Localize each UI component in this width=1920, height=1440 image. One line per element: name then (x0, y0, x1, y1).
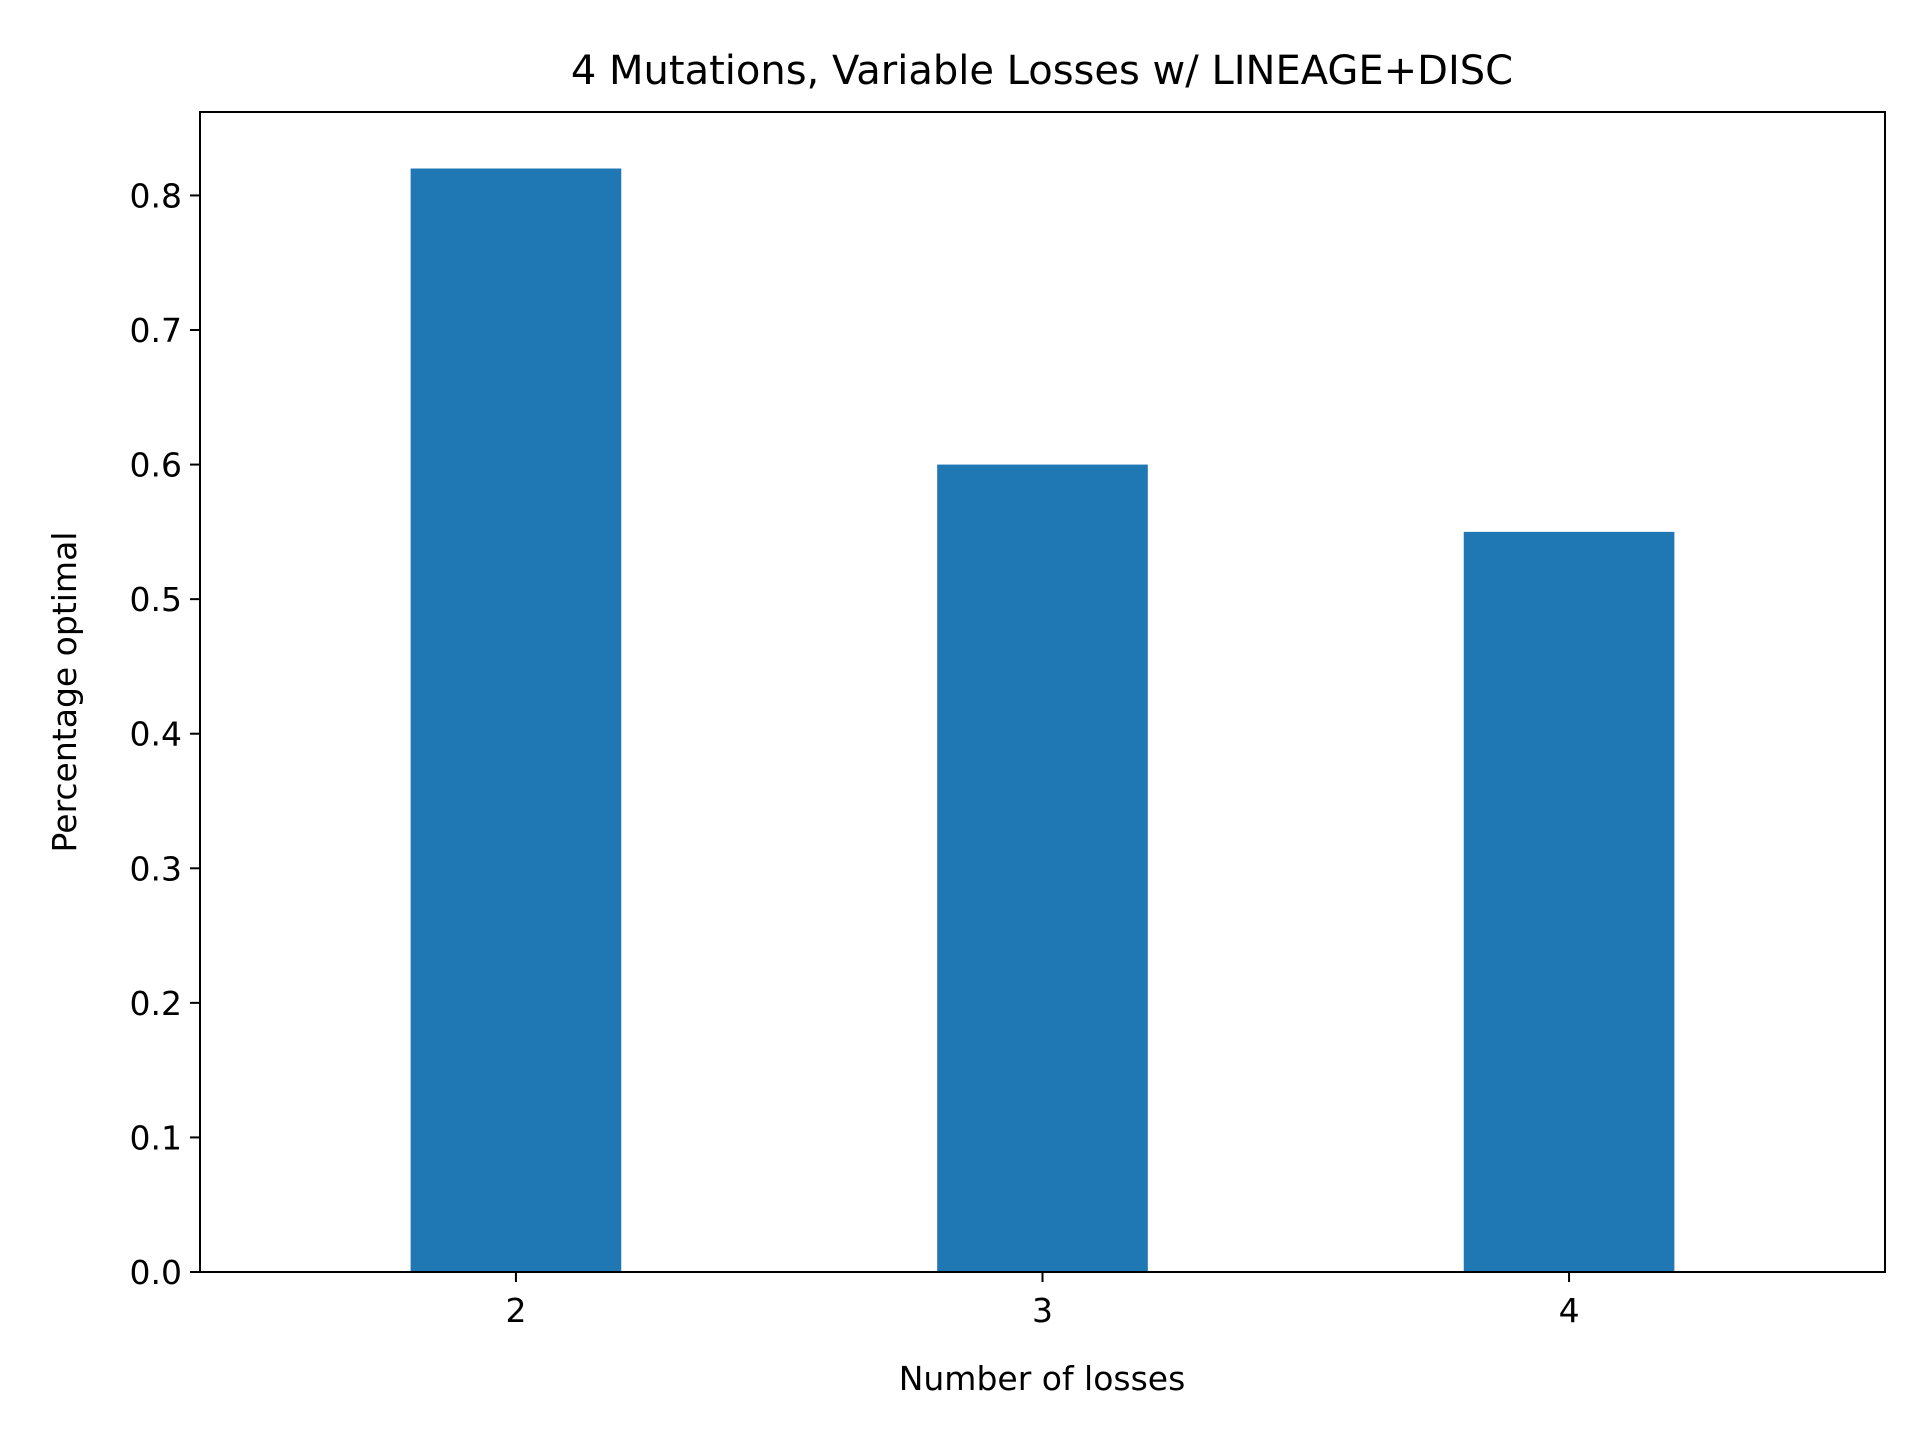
y-tick-label: 0.4 (130, 715, 182, 754)
y-tick-label: 0.2 (130, 984, 182, 1023)
bar-2 (410, 168, 622, 1272)
y-tick-label: 0.7 (130, 311, 182, 350)
x-axis-label: Number of losses (899, 1359, 1186, 1398)
x-axis-ticks: 2 3 4 (505, 1272, 1580, 1330)
bar-3 (937, 464, 1148, 1272)
bar-4 (1463, 531, 1675, 1272)
plot-frame (199, 111, 1886, 1273)
y-tick-label: 0.0 (130, 1253, 182, 1292)
y-tick-label: 0.1 (130, 1118, 182, 1157)
y-tick-label: 0.5 (130, 580, 182, 619)
y-axis-label: Percentage optimal (45, 532, 84, 853)
bars-group (410, 168, 1675, 1272)
y-tick-label: 0.6 (130, 446, 182, 485)
x-tick-label: 3 (1032, 1291, 1053, 1330)
x-tick-label: 2 (505, 1291, 526, 1330)
y-tick-label: 0.8 (130, 176, 182, 215)
x-tick-label: 4 (1559, 1291, 1580, 1330)
y-tick-label: 0.3 (130, 849, 182, 888)
y-axis-ticks: 0.0 0.1 0.2 0.3 0.4 0.5 0.6 0.7 0.8 (130, 176, 200, 1292)
chart-title: 4 Mutations, Variable Losses w/ LINEAGE+… (571, 48, 1513, 94)
